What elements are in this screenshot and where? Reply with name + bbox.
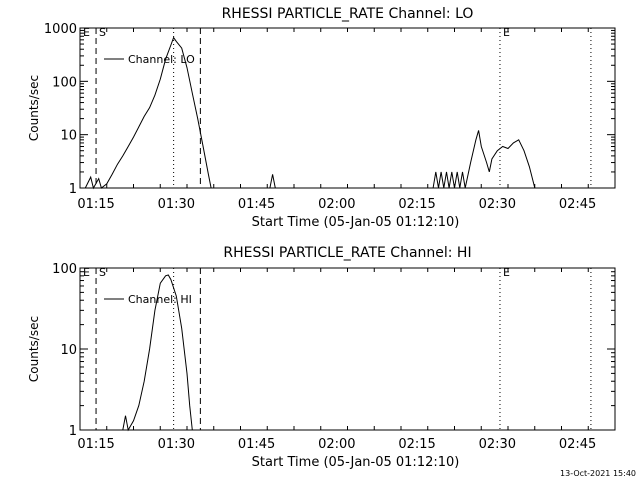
x-tick-label: 02:30 <box>479 437 516 452</box>
x-tick-label: 01:30 <box>158 437 195 452</box>
x-tick-label: 01:45 <box>238 197 275 212</box>
event-marker-label: E <box>503 266 510 279</box>
y-axis-label: Counts/sec <box>27 75 41 141</box>
timestamp-label: 13-Oct-2021 15:40 <box>560 469 636 478</box>
y-tick-label: 1 <box>69 182 77 197</box>
x-tick-label: 02:30 <box>479 197 516 212</box>
event-marker-label: S <box>99 266 106 279</box>
x-tick-label: 02:15 <box>398 437 435 452</box>
x-tick-label: 01:30 <box>158 197 195 212</box>
series-line <box>84 36 536 190</box>
x-tick-label: 01:45 <box>238 437 275 452</box>
x-tick-label: 02:00 <box>318 197 355 212</box>
chart-title: RHESSI PARTICLE_RATE Channel: HI <box>223 245 471 261</box>
chart-panel-hi: RHESSI PARTICLE_RATE Channel: HI Start Ti… <box>27 245 616 470</box>
legend-label: Channel: HI <box>128 293 192 306</box>
y-tick-label: 1000 <box>44 22 77 37</box>
event-marker-label: E <box>83 26 90 39</box>
y-tick-label: 100 <box>52 262 77 277</box>
x-tick-label: 01:15 <box>77 197 114 212</box>
chart-title: RHESSI PARTICLE_RATE Channel: LO <box>222 6 474 22</box>
x-tick-label: 02:45 <box>559 197 596 212</box>
plot-frame <box>79 27 616 189</box>
series-line <box>122 274 193 432</box>
chart-panel-lo: RHESSI PARTICLE_RATE Channel: LO Start Ti… <box>27 6 616 230</box>
x-tick-label: 02:00 <box>318 437 355 452</box>
event-marker-label: E <box>503 26 510 39</box>
y-axis-label: Counts/sec <box>27 316 41 382</box>
x-axis-label: Start Time (05-Jan-05 01:12:10) <box>252 215 460 230</box>
event-marker-label: S <box>99 26 106 39</box>
x-tick-label: 02:45 <box>559 437 596 452</box>
event-marker-label: E <box>83 266 90 279</box>
y-tick-label: 1 <box>69 424 77 439</box>
y-tick-label: 10 <box>60 343 77 358</box>
x-tick-label: 02:15 <box>398 197 435 212</box>
y-tick-label: 10 <box>60 129 77 144</box>
legend-label: Channel: LO <box>128 53 195 66</box>
x-axis-label: Start Time (05-Jan-05 01:12:10) <box>252 455 460 470</box>
x-tick-label: 01:15 <box>77 437 114 452</box>
y-tick-label: 100 <box>52 75 77 90</box>
